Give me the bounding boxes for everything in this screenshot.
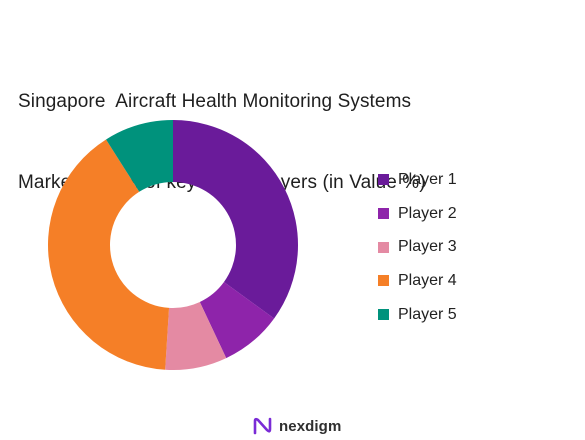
brand-footer: nexdigm <box>252 414 341 438</box>
legend-item-player-2: Player 2 <box>378 197 538 231</box>
legend-item-player-4: Player 4 <box>378 264 538 298</box>
legend-swatch <box>378 309 389 321</box>
donut-slice-player-3 <box>165 302 227 370</box>
legend-label: Player 5 <box>398 305 457 323</box>
donut-slice-player-1 <box>173 120 299 319</box>
legend-label: Player 4 <box>398 271 457 289</box>
donut-slice-player-5 <box>106 120 173 192</box>
chart-title-line-1: Singapore Aircraft Health Monitoring Sys… <box>18 91 412 112</box>
legend-label: Player 2 <box>398 204 457 222</box>
legend-swatch <box>378 275 389 287</box>
chart-legend: Player 1 Player 2 Player 3 Player 4 Play… <box>378 163 538 331</box>
legend-label: Player 3 <box>398 238 457 256</box>
donut-slice-player-2 <box>199 282 275 359</box>
legend-label: Player 1 <box>398 170 457 188</box>
legend-swatch <box>378 174 389 186</box>
legend-swatch <box>378 208 389 220</box>
legend-item-player-5: Player 5 <box>378 298 538 332</box>
brand-name: nexdigm <box>279 417 342 435</box>
nexdigm-logo-icon <box>253 417 272 435</box>
donut-slice-player-4 <box>48 139 170 370</box>
legend-item-player-3: Player 3 <box>378 230 538 264</box>
legend-item-player-1: Player 1 <box>378 163 538 197</box>
legend-swatch <box>378 241 389 253</box>
